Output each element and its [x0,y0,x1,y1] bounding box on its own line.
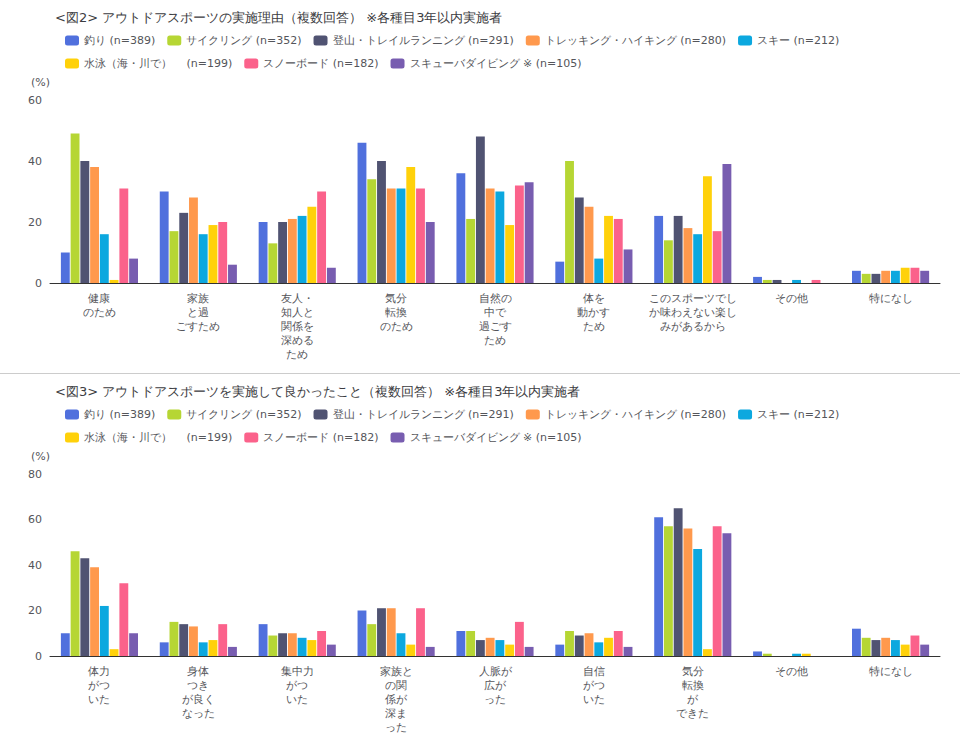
svg-text:転換: 転換 [682,679,704,692]
svg-text:その他: その他 [775,292,808,305]
svg-text:トレッキング・ハイキング (n=280): トレッキング・ハイキング (n=280) [545,34,726,47]
svg-text:(%): (%) [31,76,50,89]
svg-text:ごすため: ごすため [176,320,220,333]
svg-text:40: 40 [28,155,42,168]
svg-text:サイクリング (n=352): サイクリング (n=352) [186,34,301,47]
svg-text:体を: 体を [583,292,605,305]
svg-text:水泳（海・川で） (n=199): 水泳（海・川で） (n=199) [84,57,232,70]
svg-text:トレッキング・ハイキング (n=280): トレッキング・ハイキング (n=280) [545,408,726,421]
svg-text:のため: のため [380,320,413,333]
svg-text:つき: つき [187,679,209,692]
svg-text:家族と: 家族と [380,665,413,678]
svg-text:スノーボード (n=182): スノーボード (n=182) [263,57,378,70]
svg-text:転換: 転換 [385,306,407,319]
svg-text:サイクリング (n=352): サイクリング (n=352) [186,408,301,421]
svg-text:このスポーツでし: このスポーツでし [649,292,737,305]
svg-text:った: った [484,693,506,706]
svg-text:がつ: がつ [583,679,605,692]
svg-text:中で: 中で [484,306,507,319]
svg-text:スキー (n=212): スキー (n=212) [757,408,839,421]
svg-text:友人・: 友人・ [281,292,314,305]
svg-text:気分: 気分 [385,292,407,305]
svg-text:20: 20 [28,604,42,617]
svg-text:深ま: 深ま [385,707,407,720]
svg-text:か味わえない楽し: か味わえない楽し [649,306,737,319]
svg-text:集中力: 集中力 [281,665,314,678]
svg-text:<図3> アウトドアスポーツを実施して良かったこと（複数回答: <図3> アウトドアスポーツを実施して良かったこと（複数回答） ※各種目3年以内… [55,384,580,399]
svg-text:ため: ため [484,334,506,347]
svg-text:いた: いた [583,693,605,706]
svg-text:の関: の関 [385,679,407,692]
svg-text:動かす: 動かす [577,306,610,319]
svg-text:20: 20 [28,216,42,229]
svg-text:なった: なった [182,707,215,720]
svg-text:った: った [385,721,407,734]
svg-text:係が: 係が [385,693,408,706]
svg-text:60: 60 [28,94,42,107]
svg-text:その他: その他 [775,665,808,678]
svg-text:が: が [687,693,699,706]
svg-text:人脈が: 人脈が [479,665,513,678]
svg-text:いた: いた [286,693,308,706]
svg-text:特になし: 特になし [869,292,913,305]
svg-text:ため: ため [583,320,605,333]
svg-text:ため: ため [286,348,308,361]
svg-text:のため: のため [83,306,116,319]
svg-text:<図2> アウトドアスポーツの実施理由（複数回答） ※各種目: <図2> アウトドアスポーツの実施理由（複数回答） ※各種目3年以内実施者 [55,10,502,25]
svg-text:いた: いた [88,693,110,706]
svg-text:60: 60 [28,513,42,526]
svg-text:登山・トレイルランニング (n=291): 登山・トレイルランニング (n=291) [333,408,514,421]
svg-text:(%): (%) [31,450,50,463]
svg-text:スキューバダイビング ※ (n=105): スキューバダイビング ※ (n=105) [410,57,582,70]
svg-text:家族: 家族 [187,292,209,305]
svg-text:広が: 広が [484,679,507,692]
svg-text:みがあるから: みがあるから [660,320,726,333]
svg-text:特になし: 特になし [869,665,913,678]
svg-text:知人と: 知人と [281,306,314,319]
svg-text:深める: 深める [281,334,314,347]
svg-text:が良く: が良く [182,693,215,706]
svg-text:関係を: 関係を [281,320,314,333]
svg-text:健康: 健康 [88,292,110,305]
svg-text:80: 80 [28,468,42,481]
svg-text:スノーボード (n=182): スノーボード (n=182) [263,431,378,444]
svg-text:過ごす: 過ごす [479,320,512,333]
svg-text:釣り (n=389): 釣り (n=389) [84,408,155,421]
svg-text:がつ: がつ [286,679,308,692]
svg-text:スキューバダイビング ※ (n=105): スキューバダイビング ※ (n=105) [410,431,582,444]
svg-text:水泳（海・川で） (n=199): 水泳（海・川で） (n=199) [84,431,232,444]
svg-text:体力: 体力 [88,665,110,678]
svg-text:釣り (n=389): 釣り (n=389) [84,34,155,47]
svg-text:自然の: 自然の [479,292,512,305]
svg-text:自信: 自信 [583,665,605,678]
svg-text:身体: 身体 [187,665,209,678]
svg-text:できた: できた [676,707,709,720]
svg-text:がつ: がつ [88,679,110,692]
svg-text:0: 0 [35,650,42,663]
svg-text:気分: 気分 [682,665,704,678]
svg-text:40: 40 [28,559,42,572]
svg-text:登山・トレイルランニング (n=291): 登山・トレイルランニング (n=291) [333,34,514,47]
svg-text:と過: と過 [187,306,209,319]
svg-text:スキー (n=212): スキー (n=212) [757,34,839,47]
svg-text:0: 0 [35,277,42,290]
